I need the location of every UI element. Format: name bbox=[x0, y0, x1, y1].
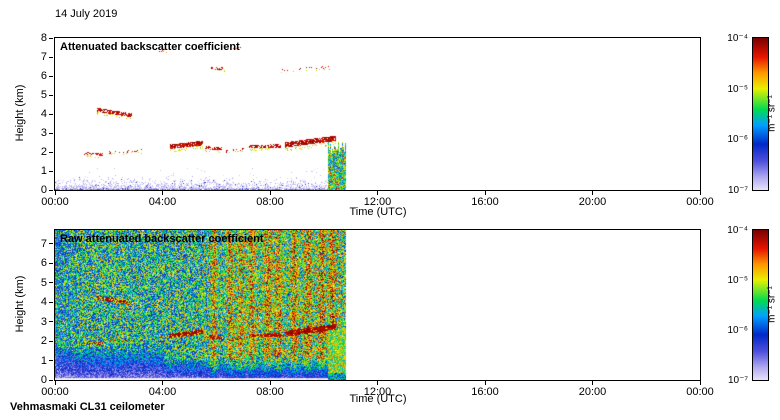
y-tick-mark bbox=[49, 113, 53, 115]
x-tick-label: 20:00 bbox=[578, 196, 607, 208]
x-tick-label: 16:00 bbox=[471, 386, 499, 398]
y-tick-label: 5 bbox=[40, 89, 47, 101]
x-tick-mark bbox=[484, 191, 486, 195]
y-tick-mark bbox=[49, 262, 53, 264]
x-tick-mark bbox=[592, 381, 593, 385]
y-tick-label: 0 bbox=[40, 184, 47, 196]
y-tick-label: 3 bbox=[40, 315, 47, 328]
colorbar-top-panel bbox=[752, 37, 769, 191]
y-tick-mark bbox=[49, 243, 53, 245]
x-tick-label: 08:00 bbox=[256, 386, 284, 398]
y-tick-label: 1 bbox=[40, 354, 47, 367]
y-tick-label: 6 bbox=[40, 257, 47, 270]
y-tick-label: 4 bbox=[40, 108, 47, 120]
colorbar-tick-label: 10⁻⁴ bbox=[727, 33, 748, 44]
y-tick-label: 5 bbox=[40, 276, 47, 289]
y-tick-label: 6 bbox=[40, 70, 47, 82]
x-tick-label: 04:00 bbox=[148, 196, 177, 208]
y-tick-label: 3 bbox=[40, 127, 47, 139]
x-tick-label: 16:00 bbox=[471, 196, 499, 208]
y-tick-mark bbox=[49, 301, 53, 303]
heatmap-attenuated-backscatter bbox=[55, 38, 700, 190]
colorbar-tick-label: 10⁻⁷ bbox=[727, 185, 748, 196]
x-tick-mark bbox=[592, 191, 593, 195]
x-tick-label: 00:00 bbox=[41, 196, 69, 208]
y-tick-mark bbox=[49, 189, 53, 191]
x-tick-label: 20:00 bbox=[578, 386, 607, 398]
x-tick-mark bbox=[54, 381, 56, 385]
colorbar-tick-label: 10⁻⁴ bbox=[727, 225, 748, 236]
x-tick-label: 12:00 bbox=[363, 196, 392, 208]
y-tick-label: 4 bbox=[40, 296, 47, 309]
y-tick-label: 2 bbox=[40, 146, 47, 158]
colorbar-unit-label-bottom-panel: m⁻¹ sr⁻¹ bbox=[766, 286, 778, 323]
x-tick-label: 04:00 bbox=[148, 386, 177, 398]
x-tick-mark bbox=[269, 191, 271, 195]
x-tick-mark bbox=[377, 191, 378, 195]
colorbar-tick-label: 10⁻⁵ bbox=[727, 83, 748, 95]
colorbar-unit-label-top-panel: m⁻¹ sr⁻¹ bbox=[766, 95, 778, 132]
x-axis-label-bottom-panel: Time (UTC) bbox=[349, 393, 407, 405]
colorbar-tick-label: 10⁻⁵ bbox=[727, 275, 748, 286]
y-tick-label: 7 bbox=[40, 51, 47, 63]
x-tick-label: 08:00 bbox=[256, 196, 284, 208]
colorbar-tick-label: 10⁻⁶ bbox=[727, 134, 748, 146]
y-tick-mark bbox=[49, 170, 53, 172]
y-tick-label: 0 bbox=[40, 374, 47, 386]
x-tick-mark bbox=[162, 381, 163, 385]
y-tick-mark bbox=[49, 360, 53, 362]
instrument-label: Vehmasmaki CL31 ceilometer bbox=[10, 401, 165, 413]
x-tick-mark bbox=[54, 191, 56, 195]
x-tick-label: 00:00 bbox=[41, 386, 69, 398]
y-tick-mark bbox=[49, 321, 53, 323]
x-tick-mark bbox=[484, 381, 486, 385]
y-tick-mark bbox=[49, 75, 53, 77]
y-tick-mark bbox=[49, 379, 53, 381]
y-tick-label: 7 bbox=[40, 237, 47, 250]
x-tick-label: 12:00 bbox=[363, 386, 392, 398]
x-tick-mark bbox=[269, 381, 271, 385]
x-tick-label: 00:00 bbox=[686, 386, 714, 398]
y-tick-label: 1 bbox=[40, 165, 47, 177]
x-tick-label: 00:00 bbox=[686, 196, 714, 208]
x-tick-mark bbox=[377, 381, 378, 385]
y-tick-mark bbox=[49, 37, 53, 39]
plot-area-attenuated-backscatter bbox=[54, 37, 701, 191]
x-tick-mark bbox=[162, 191, 163, 195]
y-tick-mark bbox=[49, 282, 53, 284]
x-tick-mark bbox=[699, 381, 701, 385]
y-tick-mark bbox=[49, 56, 53, 58]
plot-area-raw-backscatter bbox=[54, 229, 701, 381]
colorbar-bottom-panel bbox=[752, 229, 769, 381]
y-tick-label: 8 bbox=[40, 32, 47, 44]
y-tick-mark bbox=[49, 94, 53, 96]
y-tick-mark bbox=[49, 151, 53, 153]
y-tick-mark bbox=[49, 340, 53, 342]
date-label: 14 July 2019 bbox=[55, 8, 118, 20]
colorbar-tick-label: 10⁻⁷ bbox=[727, 375, 748, 386]
panel-title-raw-backscatter: Raw attenuated backscatter coefficient bbox=[60, 233, 264, 245]
colorbar-tick-label: 10⁻⁶ bbox=[727, 325, 748, 336]
x-tick-mark bbox=[699, 191, 701, 195]
y-tick-mark bbox=[49, 132, 53, 134]
x-axis-label-top-panel: Time (UTC) bbox=[349, 206, 407, 218]
heatmap-raw-backscatter bbox=[55, 230, 700, 380]
panel-title-attenuated-backscatter: Attenuated backscatter coefficient bbox=[60, 41, 240, 53]
y-tick-label: 2 bbox=[40, 335, 47, 348]
